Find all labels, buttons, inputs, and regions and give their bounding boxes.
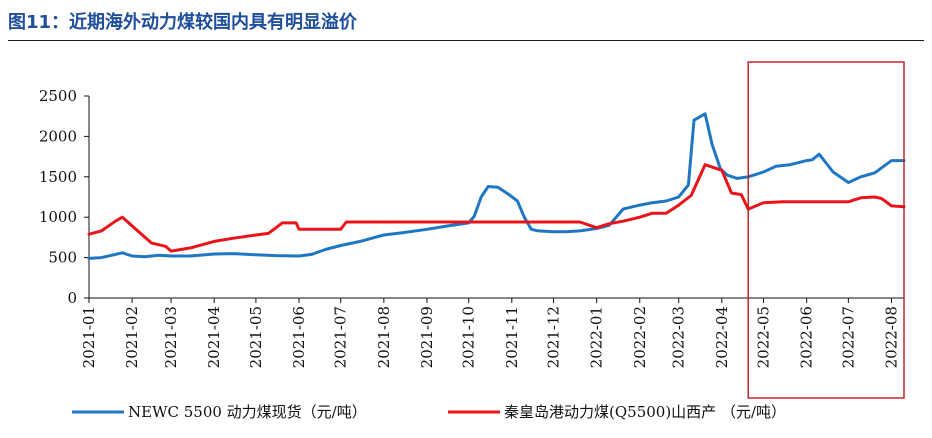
legend-label-newc: NEWC 5500 动力煤现货（元/吨） xyxy=(128,403,367,421)
y-tick-label: 1500 xyxy=(39,168,77,186)
y-tick-label: 0 xyxy=(67,289,77,307)
x-tick-label: 2022-07 xyxy=(839,306,857,368)
series-line-qhd xyxy=(87,163,906,253)
x-tick-label: 2022-06 xyxy=(798,306,816,368)
x-tick-label: 2021-05 xyxy=(247,306,265,368)
x-ticks: 2021-01 2021-02 2021-03 2021-04 2021-05 2021-… xyxy=(80,298,900,368)
x-tick-label: 2022-01 xyxy=(588,306,606,368)
x-tick-label: 2021-04 xyxy=(205,306,223,368)
y-axis: 0 500 1000 1500 2000 2500 xyxy=(39,87,90,307)
x-tick-label: 2021-03 xyxy=(162,306,180,368)
title-rule xyxy=(8,40,924,41)
legend-label-qhd: 秦皇岛港动力煤(Q5500)山西产 （元/吨） xyxy=(504,403,786,421)
x-tick-label: 2021-07 xyxy=(332,306,350,368)
y-tick-label: 500 xyxy=(48,249,77,267)
legend: NEWC 5500 动力煤现货（元/吨） 秦皇岛港动力煤(Q5500)山西产 （… xyxy=(72,403,786,421)
x-tick-label: 2021-08 xyxy=(375,306,393,368)
x-tick-label: 2021-11 xyxy=(503,306,521,368)
x-tick-label: 2022-03 xyxy=(670,306,688,368)
figure-title: 图11：近期海外动力煤较国内具有明显溢价 xyxy=(8,12,358,33)
x-tick-label: 2021-12 xyxy=(545,306,563,368)
x-axis: 2021-01 2021-02 2021-03 2021-04 2021-05 2021-… xyxy=(80,297,904,368)
x-tick-label: 2021-02 xyxy=(123,306,141,368)
series-line-newc xyxy=(87,112,906,260)
x-tick-label: 2022-08 xyxy=(882,306,900,368)
x-tick-label: 2022-05 xyxy=(755,306,773,368)
x-tick-label: 2021-10 xyxy=(460,306,478,368)
x-tick-label: 2022-02 xyxy=(631,306,649,368)
series-layer xyxy=(87,112,906,260)
x-tick-label: 2021-06 xyxy=(290,306,308,368)
x-tick-label: 2021-01 xyxy=(80,306,98,368)
x-tick-label: 2021-09 xyxy=(418,306,436,368)
highlight-box xyxy=(747,61,905,399)
y-tick-label: 1000 xyxy=(39,208,77,226)
y-tick-label: 2500 xyxy=(39,87,77,105)
x-tick-label: 2022-04 xyxy=(713,306,731,368)
y-ticks: 0 500 1000 1500 2000 2500 xyxy=(39,87,89,307)
y-tick-label: 2000 xyxy=(39,127,77,145)
